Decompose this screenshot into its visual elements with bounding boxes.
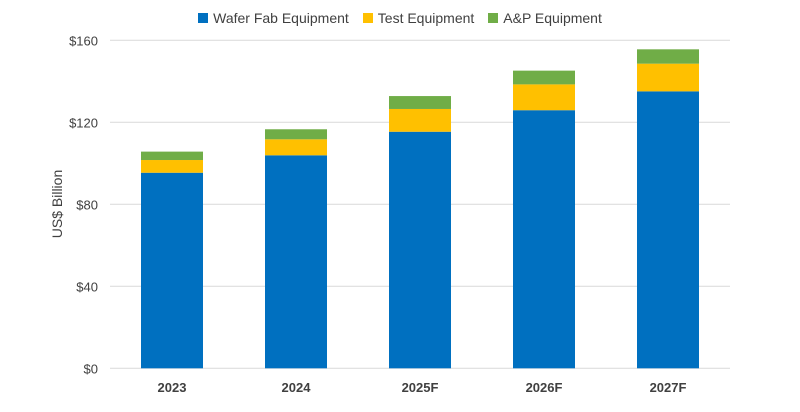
legend-label: A&P Equipment: [503, 10, 602, 26]
bar-segment: [637, 63, 699, 92]
bar-segment: [389, 131, 451, 369]
bar-segment: [265, 139, 327, 156]
bar-segment: [637, 49, 699, 64]
legend-item: Test Equipment: [362, 10, 475, 26]
y-tick-label: $160: [69, 33, 98, 48]
legend-item: A&P Equipment: [488, 10, 602, 26]
bar-segment: [141, 172, 203, 369]
bar-segment: [637, 91, 699, 369]
bar-segment: [265, 155, 327, 369]
legend-swatch: [198, 13, 209, 23]
x-tick-label: 2026F: [526, 380, 563, 395]
bar-segment: [141, 160, 203, 173]
legend-label: Wafer Fab Equipment: [213, 10, 349, 26]
y-tick-label: $0: [84, 361, 98, 376]
x-tick-label: 2023: [158, 380, 187, 395]
y-tick-label: $80: [76, 197, 98, 212]
bar-segment: [141, 151, 203, 161]
legend-swatch: [362, 13, 373, 23]
legend-item: Wafer Fab Equipment: [198, 10, 349, 26]
x-tick-label: 2025F: [402, 380, 439, 395]
legend-label: Test Equipment: [377, 10, 475, 26]
legend: Wafer Fab Equipment Test Equipment A&P E…: [0, 10, 800, 26]
bar-segment: [513, 84, 575, 111]
y-tick-label: $120: [69, 115, 98, 130]
bar-segment: [389, 96, 451, 109]
bar-segment: [513, 110, 575, 369]
y-tick-label: $40: [76, 279, 98, 294]
x-tick-label: 2027F: [650, 380, 687, 395]
bar-segment: [389, 108, 451, 132]
bar-segment: [513, 70, 575, 85]
bar-segment: [265, 129, 327, 140]
y-axis-label: US$ Billion: [49, 170, 65, 238]
legend-swatch: [488, 13, 499, 23]
x-tick-label: 2024: [282, 380, 312, 395]
